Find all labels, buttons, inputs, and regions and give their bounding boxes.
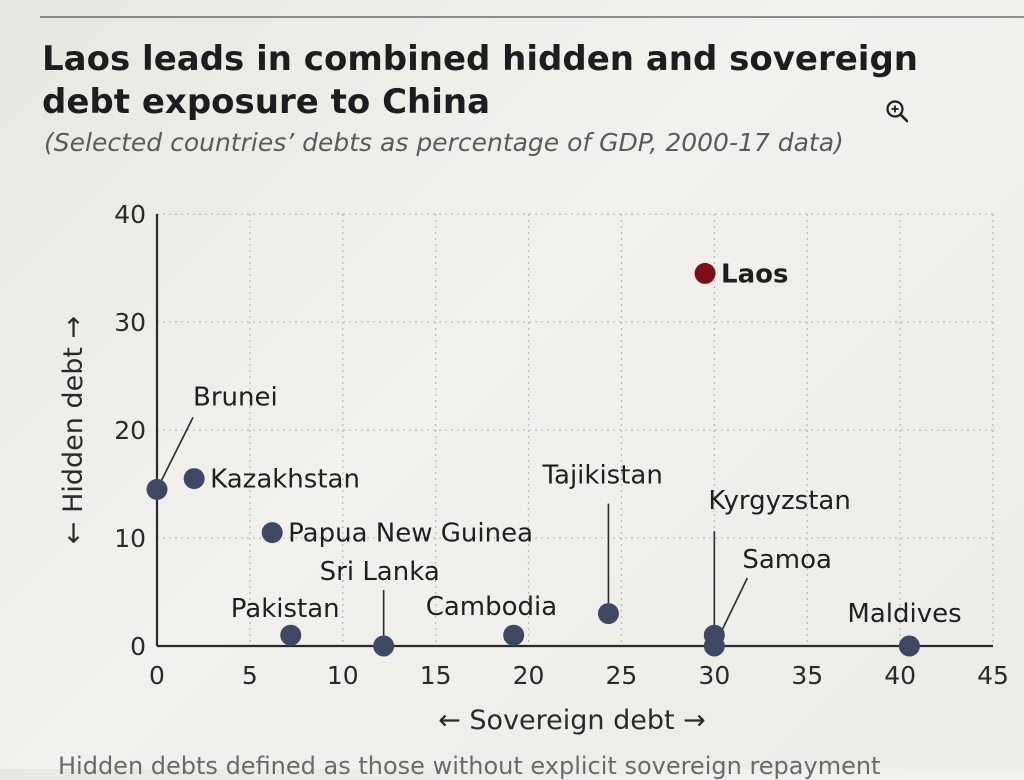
data-point-papua-new-guinea	[261, 522, 283, 544]
top-rule	[40, 16, 1024, 18]
grid-lines	[157, 213, 994, 646]
data-point-maldives	[898, 635, 920, 657]
tick-labels: 0 5 10 15 20 25 30 35 40 45 0 10 20 30 40	[114, 200, 1009, 690]
x-tick-label: 45	[977, 661, 1009, 690]
data-point-kazakhstan	[183, 468, 205, 490]
data-points	[146, 262, 920, 657]
y-tick-label: 30	[114, 308, 146, 337]
x-tick-label: 35	[791, 661, 823, 690]
axes	[155, 214, 993, 648]
zoom-in-icon[interactable]	[884, 98, 910, 124]
point-label-papua-new-guinea: Papua New Guinea	[288, 519, 533, 549]
data-point-pakistan	[280, 624, 302, 646]
point-labels: Laos Brunei Kazakhstan Papua New Guinea Sri …	[193, 259, 962, 629]
data-point-samoa	[703, 635, 725, 657]
x-tick-label: 15	[420, 661, 452, 690]
y-axis-title: ← Hidden debt →	[58, 316, 89, 544]
point-label-sri-lanka: Sri Lanka	[320, 557, 440, 587]
point-label-laos: Laos	[721, 259, 788, 289]
x-tick-label: 25	[606, 661, 638, 690]
point-label-samoa: Samoa	[742, 545, 832, 575]
y-tick-label: 20	[114, 416, 146, 445]
y-tick-label: 0	[130, 632, 146, 661]
point-label-pakistan: Pakistan	[231, 594, 340, 624]
point-label-brunei: Brunei	[193, 382, 278, 412]
footnote: Hidden debts defined as those without ex…	[58, 752, 881, 780]
x-tick-label: 10	[327, 661, 359, 690]
point-label-kazakhstan: Kazakhstan	[210, 465, 360, 495]
x-tick-label: 30	[698, 661, 730, 690]
x-tick-label: 20	[513, 661, 545, 690]
x-axis-title: ← Sovereign debt →	[438, 705, 706, 736]
data-point-cambodia	[503, 624, 525, 646]
point-label-cambodia: Cambodia	[426, 592, 558, 622]
y-tick-label: 10	[114, 524, 146, 553]
point-label-maldives: Maldives	[847, 599, 961, 629]
data-point-tajikistan	[597, 603, 619, 625]
data-point-laos	[694, 262, 716, 284]
chart-subtitle: (Selected countries’ debts as percentage…	[44, 128, 844, 157]
data-point-sri-lanka	[373, 635, 395, 657]
chart-title: Laos leads in combined hidden and sovere…	[42, 39, 918, 122]
x-tick-label: 5	[242, 661, 258, 690]
y-tick-label: 40	[114, 200, 146, 229]
data-point-brunei	[146, 478, 168, 500]
x-tick-label: 40	[884, 661, 916, 690]
point-label-tajikistan: Tajikistan	[541, 461, 662, 491]
point-label-kyrgyzstan: Kyrgyzstan	[708, 486, 850, 516]
leader-line-brunei	[156, 417, 194, 490]
x-tick-label: 0	[149, 661, 165, 690]
